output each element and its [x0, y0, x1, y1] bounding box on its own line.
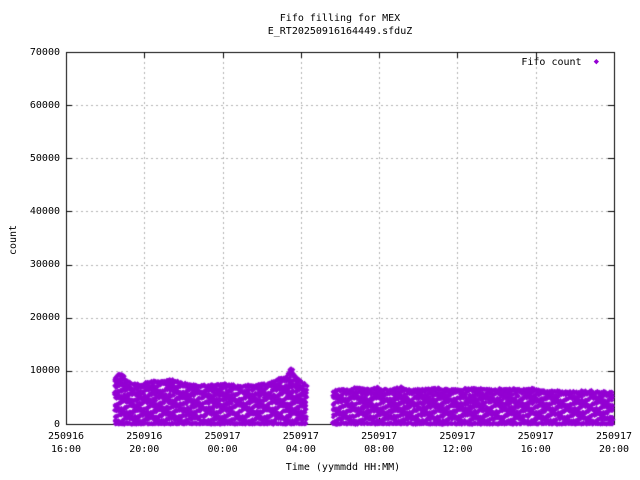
- legend-label: Fifo count: [521, 57, 582, 68]
- legend-diamond-icon: ◆: [593, 57, 599, 67]
- y-tick-label: 20000: [29, 312, 60, 324]
- y-tick-label: 50000: [29, 152, 60, 164]
- x-tick-label: 250916 20:00: [126, 431, 163, 455]
- x-tick-label: 250917 08:00: [361, 431, 398, 455]
- x-tick-label: 250917 16:00: [517, 431, 554, 455]
- y-tick-label: 10000: [29, 365, 60, 377]
- x-tick-label: 250917 12:00: [439, 431, 476, 455]
- legend: Fifo count ◆: [521, 56, 599, 69]
- x-tick-label: 250917 00:00: [204, 431, 241, 455]
- y-tick-label: 30000: [29, 259, 60, 271]
- x-axis-title: Time (yymmdd HH:MM): [285, 462, 401, 473]
- chart-subtitle: E_RT20250916164449.sfduZ: [267, 26, 413, 37]
- x-tick-label: 250916 16:00: [47, 431, 85, 455]
- y-tick-label: 60000: [29, 99, 60, 111]
- x-tick-label: 250917 20:00: [595, 431, 633, 455]
- y-tick-label: 40000: [29, 205, 60, 217]
- y-tick-label: 70000: [29, 46, 60, 58]
- x-tick-label: 250917 04:00: [282, 431, 319, 455]
- chart-title: Fifo filling for MEX: [279, 13, 401, 24]
- y-tick-label: 0: [53, 418, 60, 430]
